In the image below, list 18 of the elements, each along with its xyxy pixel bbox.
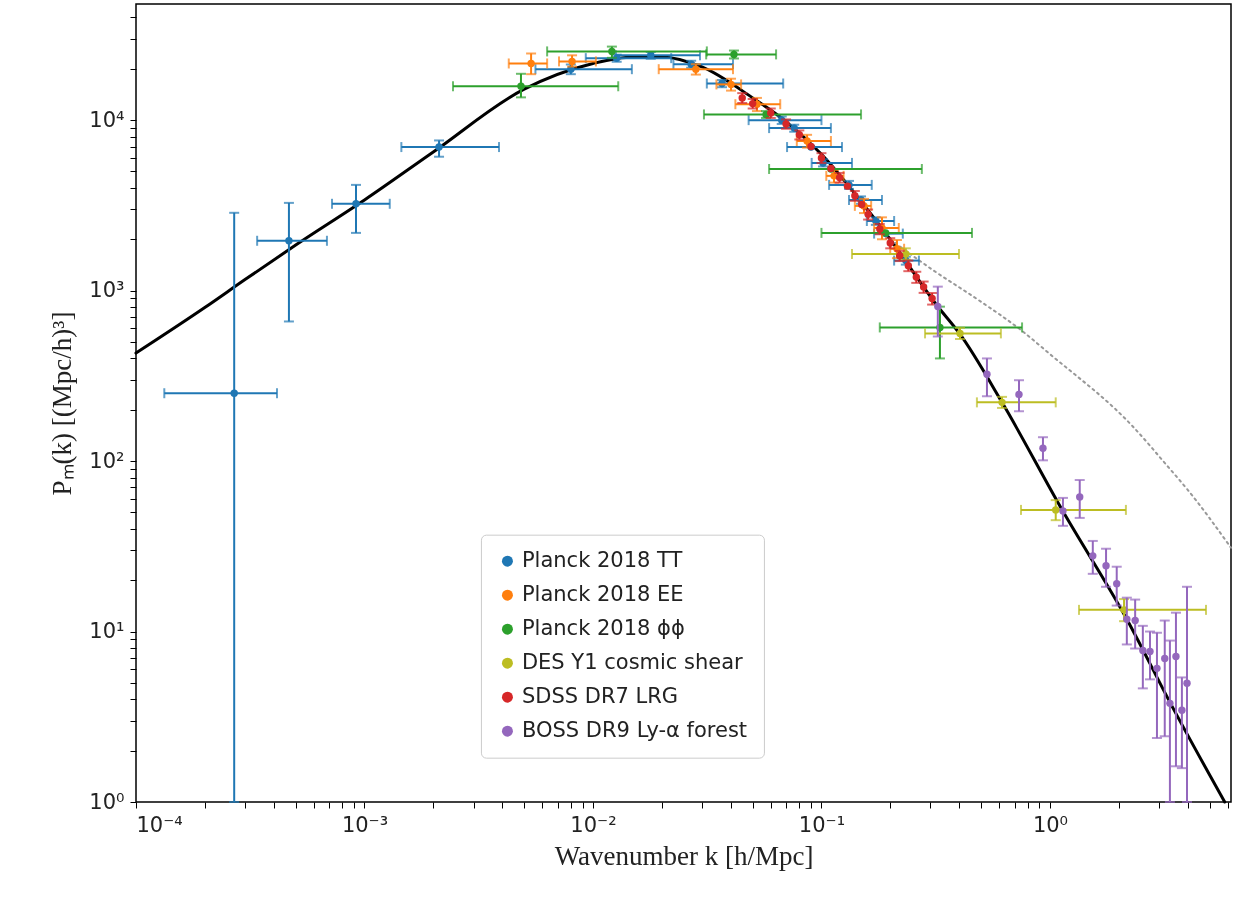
x-axis-title: Wavenumber k [h/Mpc]	[554, 840, 814, 871]
y-tick-label: 10⁰	[89, 789, 125, 814]
y-axis-title: Pₘ(k) [(Mpc/h)³]	[47, 311, 78, 496]
y-tick-label: 10³	[89, 278, 125, 303]
y-tick-label: 10¹	[89, 619, 125, 644]
legend-label: DES Y1 cosmic shear	[521, 650, 744, 675]
x-tick-label: 10⁻⁴	[136, 812, 183, 837]
x-tick-label: 10⁰	[1032, 812, 1069, 837]
legend-label: Planck 2018 TT	[521, 548, 683, 573]
y-tick-label: 10⁴	[89, 107, 125, 132]
x-tick-label: 10⁻¹	[798, 812, 846, 837]
legend-label: Planck 2018 ϕϕ	[521, 616, 685, 641]
x-tick-label: 10⁻³	[341, 812, 389, 837]
legend-label: BOSS DR9 Ly-α forest	[521, 718, 748, 743]
legend-label: SDSS DR7 LRG	[521, 684, 679, 709]
y-tick-label: 10²	[89, 448, 125, 473]
legend-label: Planck 2018 EE	[521, 582, 684, 607]
x-tick-label: 10⁻²	[570, 812, 617, 837]
